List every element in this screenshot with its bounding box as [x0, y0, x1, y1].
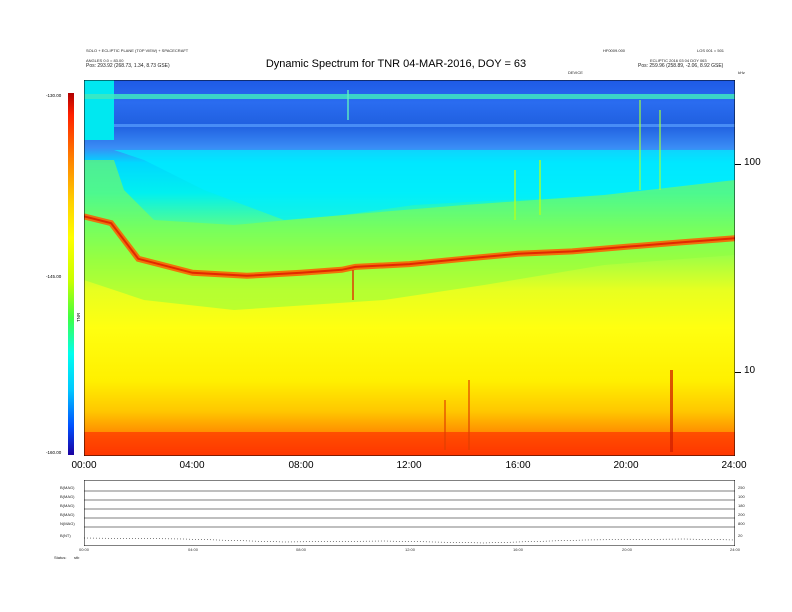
subpanel-x-tick-0: 00:00: [78, 547, 89, 552]
burst-5: [514, 170, 516, 220]
right-tick-label-100: 100: [744, 157, 761, 168]
x-tick-0: 00:00: [71, 460, 97, 471]
burst-4: [468, 380, 470, 450]
emission-band-core: [84, 215, 735, 277]
subpanel-label-2: B(MAG): [60, 494, 75, 499]
burst-9: [347, 90, 349, 120]
subpanel-x-tick-3: 12:00: [404, 547, 415, 552]
burst-3: [444, 400, 446, 450]
subpanel-label-3: B(MAG): [60, 503, 75, 508]
left-cyan-column: [84, 80, 114, 140]
subpanel-right-tick-1: 250: [738, 485, 745, 490]
chart-title: Dynamic Spectrum for TNR 04-MAR-2016, DO…: [265, 58, 527, 70]
header-right-small2: kHz: [738, 70, 745, 75]
subpanel-label-6: B(NT): [60, 533, 71, 538]
footer-status-value: stb: [74, 555, 80, 560]
subpanel-label-1: B(MAG): [60, 485, 75, 490]
x-tick-3: 12:00: [396, 460, 422, 471]
colorbar-unit-label: TNR: [76, 312, 81, 322]
right-tick-label-10: 10: [744, 365, 756, 376]
footer-status: Status:: [54, 555, 67, 560]
header-right-small: DEVICE: [568, 70, 583, 75]
header-right-top2: LOS 001 = 501: [697, 48, 725, 53]
burst-8: [659, 110, 661, 190]
colorbar-max-label: -130.00: [46, 93, 62, 98]
header-right-top: HF0009.000: [603, 48, 626, 53]
x-tick-4: 16:00: [505, 460, 531, 471]
x-tick-5: 20:00: [613, 460, 639, 471]
burst-6: [539, 160, 541, 215]
x-tick-1: 04:00: [179, 460, 205, 471]
right-tick-10: [735, 372, 741, 373]
subpanel-x-tick-5: 20:00: [621, 547, 632, 552]
burst-2: [670, 370, 673, 452]
burst-7: [639, 100, 641, 190]
header-right-line2: ECLIPTIC 2016 03 04 DOY 063: [650, 58, 707, 63]
colorbar: [68, 93, 74, 455]
green-region: [84, 160, 735, 310]
subpanel-right-tick-3: 180: [738, 503, 745, 508]
band-stripe-1: [84, 94, 735, 99]
header-left-line2: ANGLES 0.0 = 83.00: [86, 58, 124, 63]
subpanel-x-tick-4: 16:00: [512, 547, 523, 552]
subpanel-plot: [84, 480, 735, 546]
x-tick-6: 24:00: [721, 460, 747, 471]
bottom-red-band: [84, 432, 735, 456]
subpanel-right-tick-6: 20: [738, 533, 743, 538]
spectrogram-plot: [84, 80, 735, 456]
subpanel-label-5: N(MAG): [60, 521, 75, 526]
header-left-line1: SOLO + ECLIPTIC PLANE (TOP VIEW) + SPACE…: [86, 48, 189, 53]
subpanel-right-tick-4: 200: [738, 512, 745, 517]
subpanel-x-tick-2: 08:00: [295, 547, 306, 552]
subpanel-frame: [84, 480, 735, 546]
header-left-line3: Pos: 293.92 (268.73, 1.34, 8.73 GSE): [86, 63, 170, 69]
x-tick-2: 08:00: [288, 460, 314, 471]
header-right-line3: Pos: 259.96 (258.89, -2.06, 8.92 GSE): [638, 63, 724, 69]
burst-1: [352, 270, 354, 300]
cyan-region: [114, 150, 735, 220]
colorbar-mid-label: -145.00: [46, 274, 62, 279]
colorbar-min-label: -160.00: [46, 450, 62, 455]
band-stripe-2: [114, 124, 735, 127]
right-tick-100: [735, 164, 741, 165]
subpanel-right-tick-2: 100: [738, 494, 745, 499]
subpanel-label-4: B(MAG): [60, 512, 75, 517]
subpanel-x-tick-1: 04:00: [187, 547, 198, 552]
subpanel-right-tick-5: 800: [738, 521, 745, 526]
subpanel-x-tick-6: 24:00: [729, 547, 740, 552]
